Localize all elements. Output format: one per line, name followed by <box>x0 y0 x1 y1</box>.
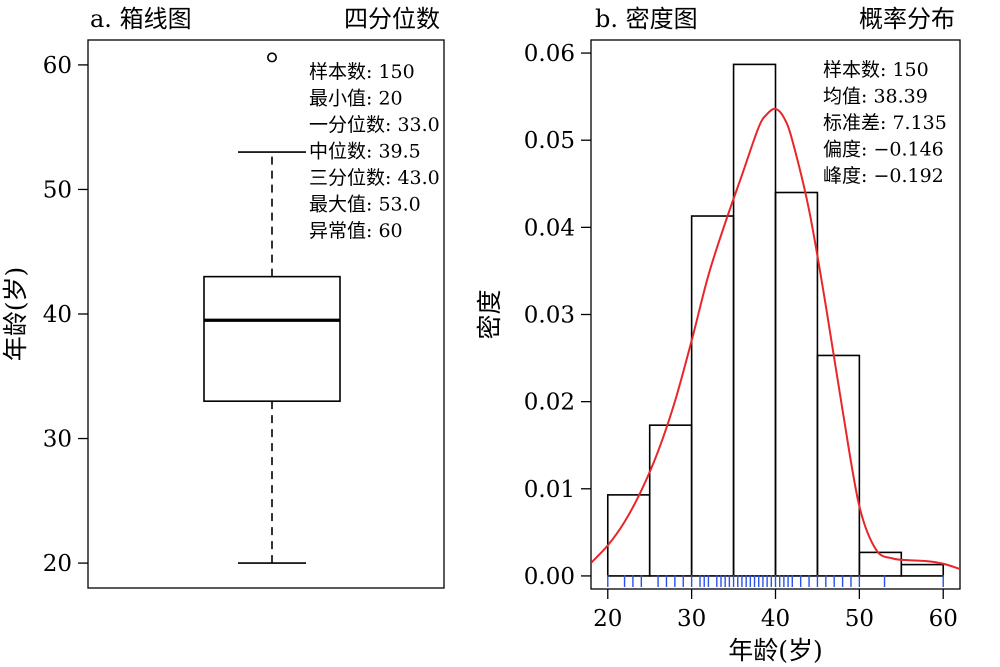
box-stat-line: 最大值: 53.0 <box>309 194 421 216</box>
hist-ytick-label: 0.06 <box>524 41 575 67</box>
hist-bar <box>900 563 945 577</box>
hist-bar <box>816 354 861 577</box>
hist-bar <box>648 424 693 577</box>
box-stat-line: 异常值: 60 <box>309 220 403 242</box>
hist-bar <box>858 551 903 577</box>
hist-ytick-label: 0.05 <box>524 128 575 154</box>
box-stat-line: 最小值: 20 <box>309 88 403 110</box>
hist-xtick-label: 50 <box>845 606 874 632</box>
hist-stat-line: 均值: 38.39 <box>823 86 928 108</box>
hist-ytick-label: 0.02 <box>524 390 575 416</box>
density-curve <box>591 107 960 570</box>
hist-ytick-label: 0.01 <box>524 477 575 503</box>
hist-xtick-label: 20 <box>593 606 622 632</box>
box-stat-line: 三分位数: 43.0 <box>309 167 440 189</box>
box-ylabel: 年龄(岁) <box>1 267 30 362</box>
box-ytick-label: 60 <box>43 53 72 79</box>
hist-bar <box>690 215 735 577</box>
box-title: a. 箱线图 <box>90 5 192 33</box>
box-ytick-label: 50 <box>43 177 72 203</box>
iqr-box <box>203 275 341 402</box>
hist-bar <box>606 494 651 577</box>
hist-stat-line: 样本数: 150 <box>823 59 929 81</box>
hist-xtick-label: 60 <box>929 606 958 632</box>
hist-subtitle: 概率分布 <box>859 5 955 33</box>
box-stat-line: 一分位数: 33.0 <box>309 114 440 136</box>
hist-ytick-label: 0.00 <box>524 564 575 590</box>
hist-xtick-label: 30 <box>677 606 706 632</box>
hist-stat-line: 峰度: −0.192 <box>823 165 944 187</box>
box-ytick-label: 40 <box>43 302 72 328</box>
box-stat-line: 样本数: 150 <box>309 61 415 83</box>
hist-stat-line: 偏度: −0.146 <box>823 139 944 161</box>
hist-xlabel: 年龄(岁) <box>728 636 823 665</box>
hist-bar <box>774 191 819 577</box>
outlier-point <box>266 52 277 63</box>
box-subtitle: 四分位数 <box>344 5 440 33</box>
box-ytick-label: 20 <box>43 551 72 577</box>
hist-xtick-label: 40 <box>761 606 790 632</box>
hist-ylabel: 密度 <box>475 289 504 339</box>
hist-ytick-label: 0.03 <box>524 303 575 329</box>
hist-title: b. 密度图 <box>595 5 698 33</box>
hist-stat-line: 标准差: 7.135 <box>823 112 947 134</box>
box-ytick-label: 30 <box>43 427 72 453</box>
hist-ytick-label: 0.04 <box>524 215 575 241</box>
box-stat-line: 中位数: 39.5 <box>309 141 421 163</box>
